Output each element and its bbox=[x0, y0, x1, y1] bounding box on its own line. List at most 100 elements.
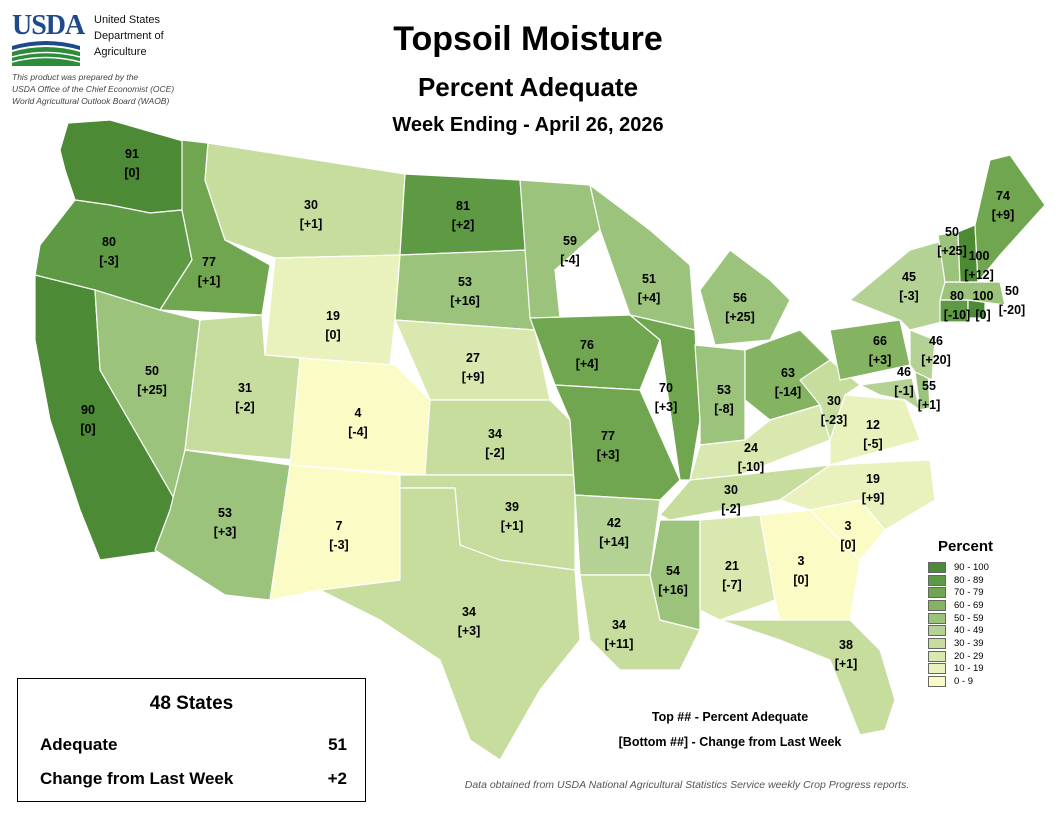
state-change-wa: [0] bbox=[124, 166, 139, 180]
state-value-ma: 50 bbox=[1005, 284, 1019, 298]
state-change-sd: [+16] bbox=[450, 294, 480, 308]
state-value-fl: 38 bbox=[839, 638, 853, 652]
summary-title: 48 States bbox=[149, 693, 234, 714]
legend-swatch bbox=[928, 587, 946, 599]
state-value-nh: 100 bbox=[969, 249, 990, 263]
prepared-by-note: This product was prepared by the USDA Of… bbox=[12, 71, 174, 107]
state-value-me: 74 bbox=[996, 189, 1010, 203]
state-change-in: [-8] bbox=[714, 402, 733, 416]
state-me bbox=[974, 154, 1046, 283]
legend-item: 10 - 19 bbox=[928, 663, 1038, 676]
state-change-ne: [+9] bbox=[462, 370, 485, 384]
state-change-nh: [+12] bbox=[964, 268, 994, 282]
state-value-wy: 19 bbox=[326, 309, 340, 323]
state-change-nc: [+9] bbox=[862, 491, 885, 505]
state-change-nj: [+20] bbox=[921, 353, 951, 367]
state-change-ky: [-10] bbox=[738, 460, 764, 474]
map-subtitle: Percent Adequate bbox=[417, 72, 639, 102]
state-md bbox=[859, 377, 921, 411]
state-change-il: [+3] bbox=[655, 400, 678, 414]
state-change-al: [-7] bbox=[722, 578, 741, 592]
label-key-top: Top ## - Percent Adequate bbox=[651, 710, 809, 724]
state-change-az: [+3] bbox=[214, 525, 237, 539]
state-change-ar: [+14] bbox=[599, 535, 629, 549]
legend-title: Percent bbox=[938, 538, 994, 555]
legend-label: 10 - 19 bbox=[954, 663, 984, 675]
legend-swatch bbox=[928, 561, 946, 573]
state-mi bbox=[699, 249, 791, 346]
state-value-ne: 27 bbox=[466, 351, 480, 365]
legend-label: 40 - 49 bbox=[954, 625, 984, 637]
state-change-tx: [+3] bbox=[458, 624, 481, 638]
state-value-ms: 54 bbox=[666, 564, 680, 578]
state-ny bbox=[849, 239, 951, 331]
state-change-nd: [+2] bbox=[452, 218, 475, 232]
state-change-pa: [+3] bbox=[869, 353, 892, 367]
state-nc bbox=[779, 459, 936, 531]
legend-item: 0 - 9 bbox=[928, 675, 1038, 688]
prepared-line: World Agricultural Outlook Board (WAOB) bbox=[12, 96, 170, 106]
state-value-oh: 63 bbox=[781, 366, 795, 380]
state-change-ks: [-2] bbox=[485, 446, 504, 460]
legend-item: 30 - 39 bbox=[928, 637, 1038, 650]
legend-item: 90 - 100 bbox=[928, 561, 1038, 574]
state-value-ut: 31 bbox=[238, 381, 252, 395]
state-change-nv: [+25] bbox=[137, 383, 167, 397]
state-change-de: [+1] bbox=[918, 398, 941, 412]
data-source-note: Data obtained from USDA National Agricul… bbox=[464, 779, 910, 791]
state-value-ar: 42 bbox=[607, 516, 621, 530]
legend-item: 20 - 29 bbox=[928, 650, 1038, 663]
state-value-il: 70 bbox=[659, 381, 673, 395]
legend-item: 70 - 79 bbox=[928, 586, 1038, 599]
state-wi bbox=[589, 184, 696, 331]
state-value-ks: 34 bbox=[488, 427, 502, 441]
legend-item: 80 - 89 bbox=[928, 574, 1038, 587]
state-change-la: [+11] bbox=[605, 637, 634, 651]
state-value-nv: 50 bbox=[145, 364, 159, 378]
state-value-ca: 90 bbox=[81, 403, 95, 417]
state-value-ga: 3 bbox=[798, 554, 805, 568]
change-label: Change from Last Week bbox=[40, 769, 234, 788]
state-value-mi: 56 bbox=[733, 291, 747, 305]
usda-field-icon bbox=[12, 41, 80, 66]
agency-line: United States bbox=[94, 14, 161, 26]
state-value-wa: 91 bbox=[125, 147, 139, 161]
state-change-md: [-1] bbox=[894, 384, 913, 398]
logo-wordmark: USDA bbox=[12, 10, 85, 41]
state-tx bbox=[319, 487, 581, 761]
state-value-ok: 39 bbox=[505, 500, 519, 514]
state-ma bbox=[939, 281, 1006, 306]
label-key-bottom: [Bottom ##] - Change from Last Week bbox=[618, 735, 842, 749]
legend-swatch bbox=[928, 637, 946, 649]
change-value: +2 bbox=[327, 769, 347, 788]
adequate-row: Adequate 51 bbox=[40, 735, 347, 755]
state-change-mt: [+1] bbox=[300, 217, 323, 231]
legend-label: 0 - 9 bbox=[954, 676, 974, 688]
legend-label: 90 - 100 bbox=[954, 561, 989, 573]
state-value-va: 12 bbox=[866, 418, 880, 432]
state-change-ms: [+16] bbox=[658, 583, 688, 597]
state-change-co: [-4] bbox=[348, 425, 367, 439]
state-change-vt: [+25] bbox=[937, 244, 967, 258]
week-ending: Week Ending - April 26, 2026 bbox=[392, 114, 664, 136]
legend-item: 40 - 49 bbox=[928, 624, 1038, 637]
state-value-wi: 51 bbox=[642, 272, 656, 286]
state-nd bbox=[399, 173, 529, 256]
legend-swatch bbox=[928, 676, 946, 688]
legend-label: 20 - 29 bbox=[954, 650, 984, 662]
state-value-mn: 59 bbox=[563, 234, 577, 248]
state-value-de: 55 bbox=[922, 379, 936, 393]
prepared-line: This product was prepared by the bbox=[12, 72, 139, 82]
state-change-wv: [-23] bbox=[821, 413, 847, 427]
state-mn bbox=[519, 179, 601, 319]
legend-swatch bbox=[928, 663, 946, 675]
state-al bbox=[699, 514, 776, 621]
state-value-sd: 53 bbox=[458, 275, 472, 289]
usda-logo: USDA United States Department of Agricul… bbox=[12, 10, 212, 70]
legend-swatch bbox=[928, 599, 946, 611]
state-change-id: [+1] bbox=[198, 274, 221, 288]
state-nj bbox=[909, 329, 936, 381]
legend-swatch bbox=[928, 612, 946, 624]
state-ia bbox=[529, 314, 661, 391]
